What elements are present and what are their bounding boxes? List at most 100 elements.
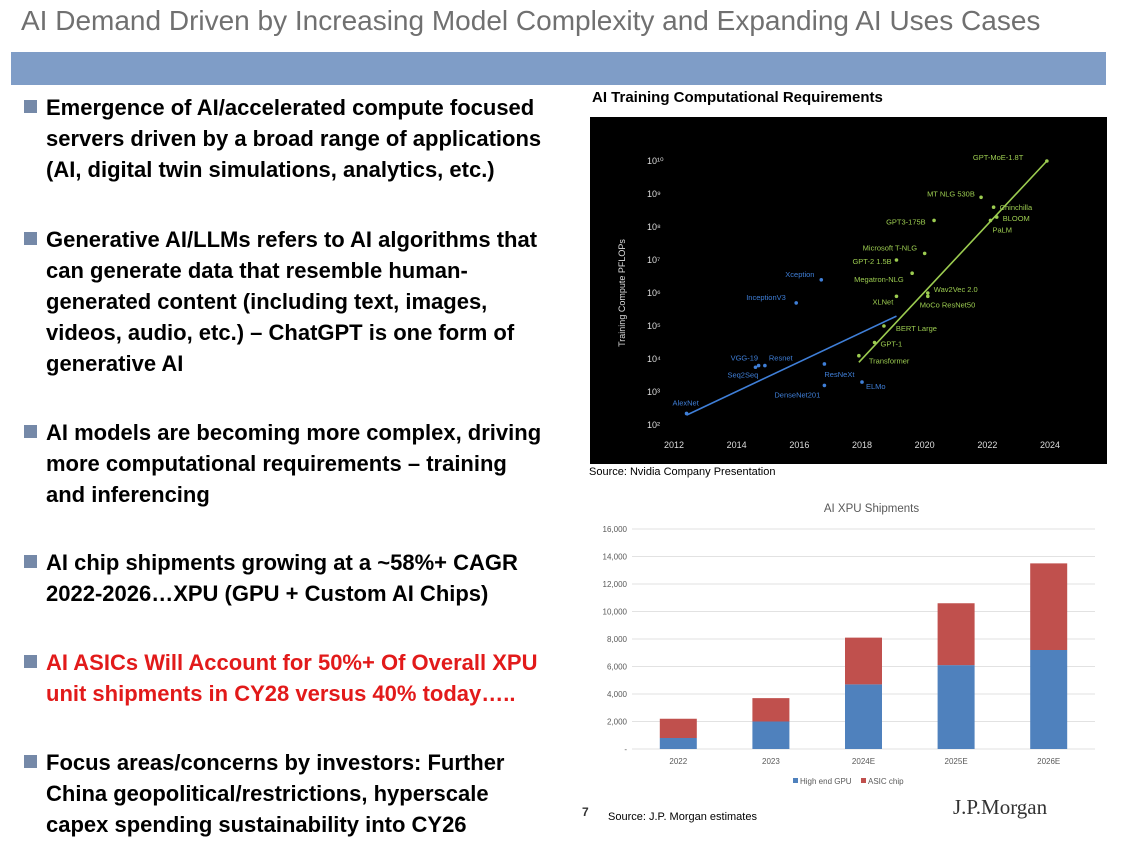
bullet-line: can generate data that resemble human- — [46, 258, 468, 283]
bullet-text: Emergence of AI/accelerated compute focu… — [46, 92, 587, 185]
x-tick-label: 2023 — [762, 757, 780, 766]
y-tick-label: 12,000 — [603, 580, 628, 589]
bullet-line: Emergence of AI/accelerated compute focu… — [46, 95, 535, 120]
slide-title: AI Demand Driven by Increasing Model Com… — [21, 5, 1041, 36]
data-point — [822, 362, 827, 366]
bullet-item: Focus areas/concerns by investors: Furth… — [22, 747, 587, 840]
legend-swatch — [793, 778, 798, 783]
y-tick-label: 4,000 — [607, 690, 628, 699]
bar-segment — [845, 684, 882, 749]
bullet-line: unit shipments in CY28 versus 40% today…… — [46, 681, 516, 706]
page-number: 7 — [582, 805, 589, 819]
xpu-shipments-chart: AI XPU Shipments - 2,000 4,000 6,000 8,000 10,… — [590, 495, 1107, 797]
trend-line-transformer — [858, 160, 1048, 363]
data-point — [991, 205, 996, 209]
y-tick-label: 8,000 — [607, 635, 628, 644]
point-label: GPT-2 1.5B — [852, 257, 891, 266]
data-point — [988, 218, 993, 223]
data-point — [857, 353, 861, 358]
data-point — [922, 251, 927, 256]
header-band — [11, 52, 1106, 85]
bullet-square-icon — [24, 655, 37, 668]
bar-segment — [659, 738, 697, 749]
data-point — [684, 411, 689, 416]
bar-segment — [937, 603, 975, 666]
training-compute-chart: Training Compute PFLOPs 10² 10³ 10⁴ 10⁵ 10⁶ 10… — [590, 117, 1107, 464]
data-point — [1045, 159, 1049, 163]
y-tick-label: 10² — [647, 420, 660, 430]
bullet-item: AI chip shipments growing at a ~58%+ CAG… — [22, 547, 587, 609]
bar-segment — [752, 721, 790, 749]
data-point — [794, 301, 798, 305]
data-point — [926, 294, 930, 299]
xpu-shipments-svg: AI XPU Shipments - 2,000 4,000 6,000 8,000 10,… — [603, 503, 1095, 786]
bullet-text: Generative AI/LLMs refers to AI algorith… — [46, 224, 587, 379]
point-label: Microsoft T-NLG — [863, 243, 918, 252]
bullet-line: generative AI — [46, 351, 184, 376]
y-tick-label: 10³ — [647, 387, 660, 397]
bullet-line: AI chip shipments growing at a ~58%+ CAG… — [46, 550, 518, 575]
data-point — [819, 278, 824, 282]
bullet-line: China geopolitical/restrictions, hypersc… — [46, 781, 489, 806]
bullet-square-icon — [24, 425, 37, 438]
point-label: Xception — [785, 270, 814, 279]
point-label: DenseNet201 — [774, 390, 820, 399]
jpmorgan-logo: J.P.Morgan — [953, 795, 1048, 819]
y-tick-label: 10¹⁰ — [647, 156, 664, 166]
point-label: Megatron-NLG — [854, 275, 904, 284]
bar-segment — [659, 718, 697, 738]
bullet-text: Focus areas/concerns by investors: Furth… — [46, 747, 587, 840]
point-label: Wav2Vec 2.0 — [934, 285, 978, 294]
point-label: Resnet — [769, 354, 794, 363]
point-label: VGG-19 — [731, 354, 759, 363]
bullet-line: AI ASICs Will Account for 50%+ Of Overal… — [46, 650, 538, 675]
trend-line-pre_transformer — [686, 315, 897, 416]
y-tick-label: - — [624, 745, 627, 754]
point-label: Seq2Seq — [727, 370, 758, 379]
legend-label: ASIC chip — [868, 777, 904, 786]
y-tick-label: 10⁸ — [647, 222, 661, 232]
x-tick-label: 2025E — [945, 757, 968, 766]
bullet-line: and inferencing — [46, 482, 210, 507]
bar-segment — [752, 698, 790, 722]
point-label: GPT-1 — [881, 340, 903, 349]
y-tick-label: 10⁷ — [647, 255, 660, 265]
bar-segment — [937, 665, 975, 749]
bullet-line: capex spending sustainability into CY26 — [46, 812, 467, 837]
data-point — [860, 380, 864, 384]
data-point — [763, 363, 767, 368]
xpu-chart-title: AI XPU Shipments — [824, 503, 919, 515]
data-point — [872, 340, 877, 345]
bullet-item: AI ASICs Will Account for 50%+ Of Overal… — [22, 647, 587, 709]
x-tick-label: 2024E — [852, 757, 875, 766]
data-point — [756, 363, 761, 368]
y-tick-label: 10⁵ — [647, 321, 661, 331]
data-point — [910, 271, 914, 275]
point-label: XLNet — [872, 297, 894, 306]
point-label: AlexNet — [673, 398, 700, 407]
bullet-line: AI models are becoming more complex, dri… — [46, 420, 542, 445]
data-point — [926, 291, 930, 295]
data-point — [882, 324, 886, 328]
bullet-line: servers driven by a broad range of appli… — [46, 126, 542, 151]
point-label: ELMo — [866, 382, 886, 391]
x-tick-label: 2024 — [1040, 440, 1060, 450]
legend-swatch — [861, 778, 866, 783]
point-label: BERT Large — [896, 324, 937, 333]
point-label: Transformer — [869, 357, 910, 366]
bar-segment — [1030, 563, 1068, 650]
xpu-chart-source: Source: J.P. Morgan estimates — [608, 811, 757, 823]
y-tick-label: 10⁹ — [647, 189, 661, 199]
bullet-line: (AI, digital twin simulations, analytics… — [46, 157, 495, 182]
bullet-item: AI models are becoming more complex, dri… — [22, 417, 587, 510]
data-point — [753, 365, 758, 370]
point-label: Chinchilla — [1000, 203, 1033, 212]
x-tick-label: 2014 — [727, 440, 747, 450]
y-tick-label: 16,000 — [603, 525, 628, 534]
point-label: GPT-MoE-1.8T — [973, 153, 1024, 162]
bullet-item: Generative AI/LLMs refers to AI algorith… — [22, 224, 587, 379]
x-tick-label: 2018 — [852, 440, 872, 450]
bar-segment — [1030, 650, 1068, 749]
bullet-text: AI models are becoming more complex, dri… — [46, 417, 587, 510]
data-point — [979, 195, 983, 200]
